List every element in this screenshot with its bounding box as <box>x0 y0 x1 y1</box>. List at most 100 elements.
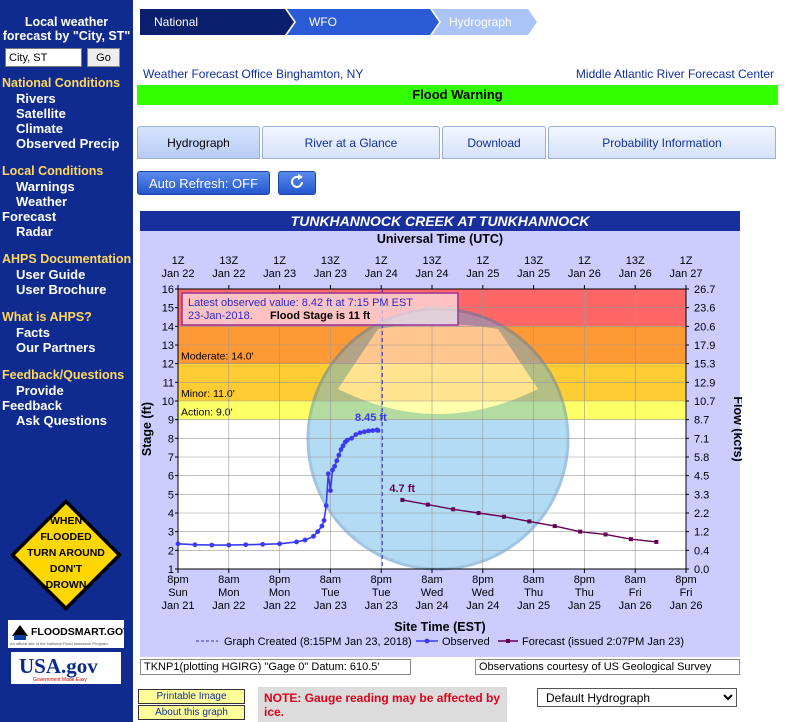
nav-item-ask-questions[interactable]: Ask Questions <box>16 413 108 428</box>
nav-item-radar[interactable]: Radar <box>16 224 53 239</box>
top-tick-date: Jan 23 <box>314 268 347 280</box>
forecast-point <box>654 539 659 544</box>
nav-item-weather[interactable]: Weather <box>16 194 68 209</box>
nav-item-facts[interactable]: Facts <box>16 325 50 340</box>
bottom-tick-time: 8am <box>624 574 645 586</box>
top-tick-date: Jan 23 <box>263 268 296 280</box>
bottom-tick-time: 8am <box>218 574 239 586</box>
chart-title: TUNKHANNOCK CREEK AT TUNKHANNOCK <box>291 213 591 229</box>
tab-probability-information[interactable]: Probability Information <box>548 126 776 159</box>
usagov-logo[interactable]: USA.gov Government Made Easy <box>11 652 121 684</box>
nav-item-warnings[interactable]: Warnings <box>16 179 75 194</box>
nav-heading[interactable]: What is AHPS? <box>2 310 92 324</box>
top-tick-date: Jan 26 <box>619 268 652 280</box>
bottom-tick-date: Jan 26 <box>619 600 652 612</box>
nav-item-climate[interactable]: Climate <box>16 121 63 136</box>
nav-item-our-partners[interactable]: Our Partners <box>16 340 96 355</box>
observed-point <box>375 428 381 433</box>
turn-around-dont-drown-sign: WHEN FLOODED TURN AROUND DON'T DROWN <box>10 499 122 611</box>
nav-heading[interactable]: AHPS Documentation <box>2 252 132 266</box>
about-graph-button[interactable]: About this graph <box>138 705 245 720</box>
legend-observed-marker <box>424 638 430 644</box>
nav-item-observed-precip[interactable]: Observed Precip <box>16 136 120 151</box>
nav-item-user-brochure[interactable]: User Brochure <box>16 282 107 297</box>
breadcrumb-arrows <box>140 9 537 35</box>
nav-heading[interactable]: Local Conditions <box>2 164 104 178</box>
nav-item-feedback[interactable]: Feedback <box>2 398 62 413</box>
nav-section: AHPS Documentation User Guide User Brochur… <box>0 252 133 297</box>
hydrograph-chart: TUNKHANNOCK CREEK AT TUNKHANNOCK Action: … <box>138 209 745 659</box>
rfc-link[interactable]: Middle Atlantic River Forecast Center <box>575 67 774 81</box>
breadcrumb-hydrograph[interactable]: Hydrograph <box>449 15 512 29</box>
top-tick-hour: 1Z <box>680 255 693 267</box>
observed-point <box>192 542 198 548</box>
watermark-circle <box>308 309 568 569</box>
nav-item-rivers[interactable]: Rivers <box>16 91 56 106</box>
y-tick-label: 8 <box>168 433 174 445</box>
flow-tick-label: 23.6 <box>694 303 715 315</box>
observed-point <box>325 471 331 477</box>
y-tick-label: 4 <box>168 508 174 520</box>
usagov-subtext: Government Made Easy <box>33 677 87 683</box>
hydrograph-svg: TUNKHANNOCK CREEK AT TUNKHANNOCK Action: … <box>138 209 745 659</box>
noaa-logo-watermark <box>306 307 570 571</box>
printable-image-button[interactable]: Printable Image <box>138 689 245 704</box>
bottom-tick-time: 8am <box>523 574 544 586</box>
top-axis-label: Universal Time (UTC) <box>377 232 503 246</box>
flow-tick-label: 5.8 <box>694 452 709 464</box>
floodsmart-subtext: An official site of the National Flood I… <box>10 641 108 646</box>
forecast-point <box>628 537 633 542</box>
latest-value-text: Latest observed value: 8.42 ft at 7:15 P… <box>188 297 413 309</box>
observed-point <box>294 539 299 545</box>
legend-forecast-label: Forecast (issued 2:07PM Jan 23) <box>522 636 684 648</box>
nav-heading[interactable]: National Conditions <box>2 76 121 90</box>
bottom-tick-time: 8am <box>320 574 341 586</box>
top-tick-date: Jan 24 <box>365 268 398 280</box>
auto-refresh-button[interactable]: Auto Refresh: OFF <box>137 171 270 195</box>
bottom-tick-day: Tue <box>372 587 391 599</box>
bottom-tick-date: Jan 25 <box>517 600 550 612</box>
observed-point <box>328 488 333 493</box>
sign-line: TURN AROUND <box>27 547 105 559</box>
flow-tick-label: 7.1 <box>694 433 709 445</box>
refresh-button[interactable] <box>278 171 316 195</box>
breadcrumb-national-observations[interactable]: National Observations <box>154 15 225 55</box>
tab-download[interactable]: Download <box>442 126 546 159</box>
flood-stage-text: Flood Stage is 11 ft <box>270 310 371 322</box>
nav-item-forecast[interactable]: Forecast <box>2 209 57 224</box>
nav-item-user-guide[interactable]: User Guide <box>16 267 86 282</box>
breadcrumb-wfo-observations[interactable]: WFO Observations <box>309 15 380 55</box>
hydrograph-type-select[interactable]: Default Hydrograph <box>537 688 737 707</box>
forecast-point <box>400 497 405 502</box>
nav-item-satellite[interactable]: Satellite <box>16 106 66 121</box>
flood-warning-bar[interactable]: Flood Warning <box>137 85 778 105</box>
city-input[interactable] <box>5 48 82 67</box>
y-tick-label: 14 <box>162 321 174 333</box>
forecast-form: Go <box>0 43 133 67</box>
observed-point <box>321 518 327 523</box>
tab-river-at-a-glance[interactable]: River at a Glance <box>262 126 440 159</box>
top-tick-date: Jan 25 <box>466 268 499 280</box>
nav-heading[interactable]: Feedback/Questions <box>2 368 125 382</box>
observed-point <box>336 452 342 458</box>
legend-forecast-marker <box>506 639 510 643</box>
bottom-tick-time: 8pm <box>269 574 290 586</box>
observed-point <box>209 542 215 548</box>
go-button[interactable]: Go <box>87 48 120 67</box>
bottom-tick-time: 8pm <box>370 574 391 586</box>
tab-hydrograph[interactable]: Hydrograph <box>137 126 260 159</box>
floodsmart-logo[interactable]: FLOODSMART.GOV An official site of the N… <box>8 620 130 648</box>
y2-axis-label: Flow (kcfs) <box>731 396 742 461</box>
observed-point <box>332 463 338 469</box>
sign-line: WHEN <box>50 515 82 527</box>
nav-item-provide[interactable]: Provide <box>16 383 64 398</box>
sign-line: FLOODED <box>40 531 92 543</box>
sign-line: DON'T <box>50 563 83 575</box>
wfo-link[interactable]: Weather Forecast Office Binghamton, NY <box>143 67 364 81</box>
legend-observed-label: Observed <box>442 636 490 648</box>
observed-point <box>366 428 371 434</box>
bottom-tick-day: Fri <box>680 587 693 599</box>
observed-point <box>353 432 359 437</box>
gauge-datum-info: TKNP1(plotting HGIRG) "Gage 0" Datum: 61… <box>140 659 411 675</box>
observed-point <box>361 429 367 435</box>
